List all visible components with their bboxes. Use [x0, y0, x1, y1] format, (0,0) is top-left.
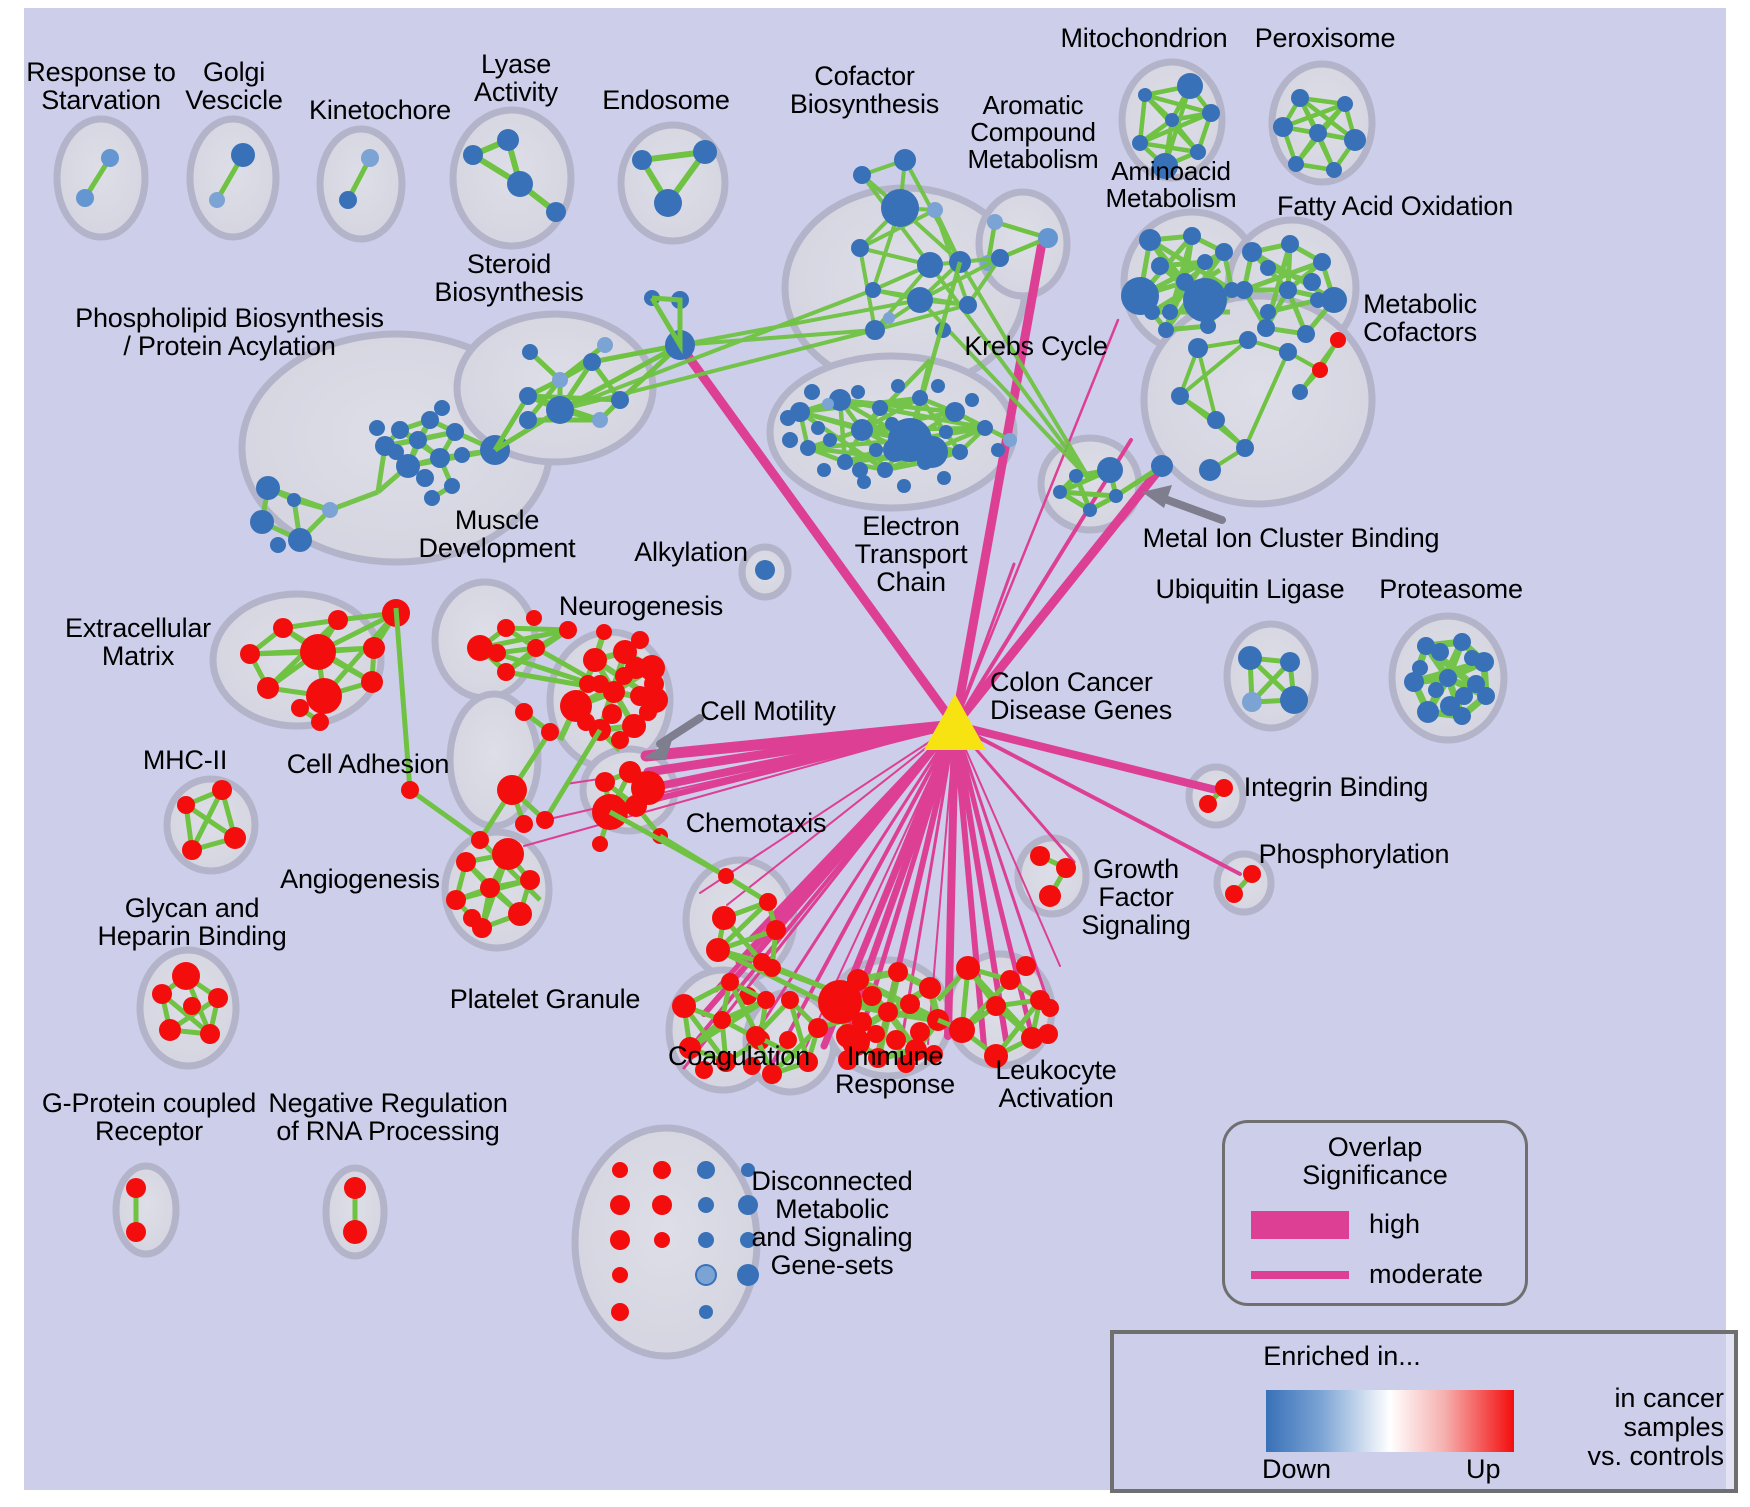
cluster-label-aromatic-compound-metabolism: Aromatic Compound Metabolism: [967, 90, 1099, 175]
cluster-proteasome: [1404, 633, 1495, 725]
cluster-mhc-ii: [177, 780, 246, 860]
cluster-label-glycan-heparin-binding: Glycan and Heparin Binding: [97, 893, 287, 952]
cluster-metabolic-cofactors: [1171, 331, 1346, 481]
cluster-leukocyte-activation: [936, 956, 1059, 1068]
legend-overlap-item-high: high: [1251, 1209, 1420, 1240]
cluster-label-extracellular-matrix: Extracellular Matrix: [65, 613, 211, 672]
cluster-label-mhc-ii: MHC-II: [142, 745, 228, 775]
legend-enriched-title: Enriched in...: [1263, 1341, 1421, 1371]
legend-gradient-high-label: Up: [1466, 1454, 1501, 1484]
cluster-aminoacid-metabolism: [1121, 227, 1240, 338]
cluster-label-metal-ion-cluster-binding: Metal Ion Cluster Binding: [1142, 523, 1440, 553]
cluster-label-cell-adhesion: Cell Adhesion: [286, 749, 450, 779]
cluster-phospholipid-biosynthesis: [250, 400, 562, 553]
cluster-label-fatty-acid-oxidation: Fatty Acid Oxidation: [1276, 191, 1514, 221]
cluster-label-kinetochore: Kinetochore: [309, 95, 451, 125]
cluster-angiogenesis: [446, 838, 540, 938]
cluster-immune-response: [818, 962, 949, 1073]
cluster-label-phospholipid-biosynthesis: Phospholipid Biosynthesis / Protein Acyl…: [75, 303, 384, 362]
legend-gradient-low-label: Down: [1262, 1454, 1332, 1484]
cluster-disconnected-gene-sets: [610, 1161, 759, 1321]
cluster-electron-transport-chain: [780, 261, 1017, 493]
legend-label-moderate: moderate: [1369, 1259, 1484, 1289]
cluster-label-metabolic-cofactors: Metabolic Cofactors: [1363, 289, 1477, 348]
cluster-label-muscle-development: Muscle Development: [418, 505, 576, 564]
cluster-label-growth-factor-signaling: Growth Factor Signaling: [1081, 854, 1191, 941]
legend-swatch-moderate: [1251, 1270, 1349, 1279]
cluster-label-negative-regulation-rna: Negative Regulation of RNA Processing: [268, 1088, 508, 1147]
cluster-mitochondrion: [1132, 73, 1220, 179]
cluster-label-peroxisome: Peroxisome: [1254, 23, 1396, 53]
cluster-extracellular-matrix: [240, 599, 410, 731]
cluster-label-steroid-biosynthesis: Steroid Biosynthesis: [434, 249, 584, 308]
cluster-label-cofactor-biosynthesis: Cofactor Biosynthesis: [789, 61, 940, 120]
cluster-cell-motility: [592, 761, 668, 852]
cluster-platelet-granule: [672, 973, 775, 1079]
cluster-label-cell-motility: Cell Motility: [700, 696, 836, 726]
cluster-label-neurogenesis: Neurogenesis: [558, 591, 724, 621]
cluster-cofactor-biosynthesis: [559, 149, 1092, 482]
cluster-label-response-to-starvation: Response to Starvation: [26, 57, 176, 116]
cluster-growth-factor-signaling: [1030, 846, 1076, 907]
legend-enriched-in: Enriched in... Down Up in cancer samples…: [1110, 1330, 1738, 1493]
metal-ion-cluster-binding-arrow: [1158, 494, 1226, 524]
cluster-label-proteasome: Proteasome: [1379, 574, 1523, 604]
cluster-label-golgi-vescicle: Golgi Vescicle: [185, 57, 283, 116]
cluster-ubiquitin-ligase: [1238, 646, 1308, 714]
cluster-label-lyase-activity: Lyase Activity: [474, 49, 558, 108]
cluster-label-integrin-binding: Integrin Binding: [1243, 772, 1429, 802]
cluster-networks: [76, 73, 1495, 1321]
cluster-label-endosome: Endosome: [602, 85, 730, 115]
cluster-fatty-acid-oxidation: [1235, 235, 1347, 343]
cluster-label-angiogenesis: Angiogenesis: [280, 864, 440, 894]
legend-swatch-high: [1251, 1210, 1349, 1239]
cluster-metal-ion-cluster-binding: [1053, 455, 1173, 517]
cluster-glycan-heparin-binding: [152, 962, 228, 1044]
cluster-label-alkylation: Alkylation: [634, 537, 748, 567]
cluster-label-ubiquitin-ligase: Ubiquitin Ligase: [1155, 574, 1345, 604]
cluster-label-platelet-granule: Platelet Granule: [449, 984, 641, 1014]
cluster-steroid-biosynthesis: [492, 290, 695, 453]
cluster-coagulation: [746, 991, 861, 1084]
legend-overlap-item-moderate: moderate: [1251, 1259, 1483, 1290]
legend-overlap-significance: Overlap Significance high moderate: [1222, 1120, 1528, 1306]
cluster-label-aminoacid-metabolism: Aminoacid Metabolism: [1105, 156, 1237, 214]
hub-triangle-colon-cancer-disease-genes[interactable]: [924, 694, 986, 750]
legend-color-gradient: [1266, 1390, 1514, 1452]
cluster-label-mitochondrion: Mitochondrion: [1060, 23, 1228, 53]
cluster-label-leukocyte-activation: Leukocyte Activation: [995, 1055, 1117, 1114]
cell-motility-arrow: [656, 714, 704, 748]
callout-arrows: [643, 485, 1226, 760]
cluster-label-electron-transport-chain: Electron Transport Chain: [854, 511, 968, 598]
cluster-label-disconnected-gene-sets: Disconnected Metabolic and Signaling Gen…: [751, 1166, 913, 1281]
legend-overlap-title: Overlap Significance: [1302, 1132, 1448, 1191]
cluster-label-immune-response: Immune Response: [835, 1041, 955, 1100]
cluster-label-krebs-cycle: Krebs Cycle: [964, 331, 1108, 361]
cluster-peroxisome: [1273, 89, 1366, 178]
legend-enriched-note: in cancer samples vs. controls: [1587, 1383, 1724, 1471]
cluster-cell-adhesion: [393, 607, 603, 902]
legend-label-high: high: [1369, 1209, 1421, 1239]
cluster-label-phosphorylation: Phosphorylation: [1258, 839, 1450, 869]
cluster-label-chemotaxis: Chemotaxis: [685, 808, 827, 838]
cluster-label-coagulation: Coagulation: [668, 1041, 810, 1071]
cluster-muscle-development: [467, 610, 612, 693]
hub-label-colon-cancer-disease-genes: Colon Cancer Disease Genes: [990, 667, 1172, 726]
cluster-label-g-protein-coupled-receptor: G-Protein coupled Receptor: [41, 1088, 257, 1147]
